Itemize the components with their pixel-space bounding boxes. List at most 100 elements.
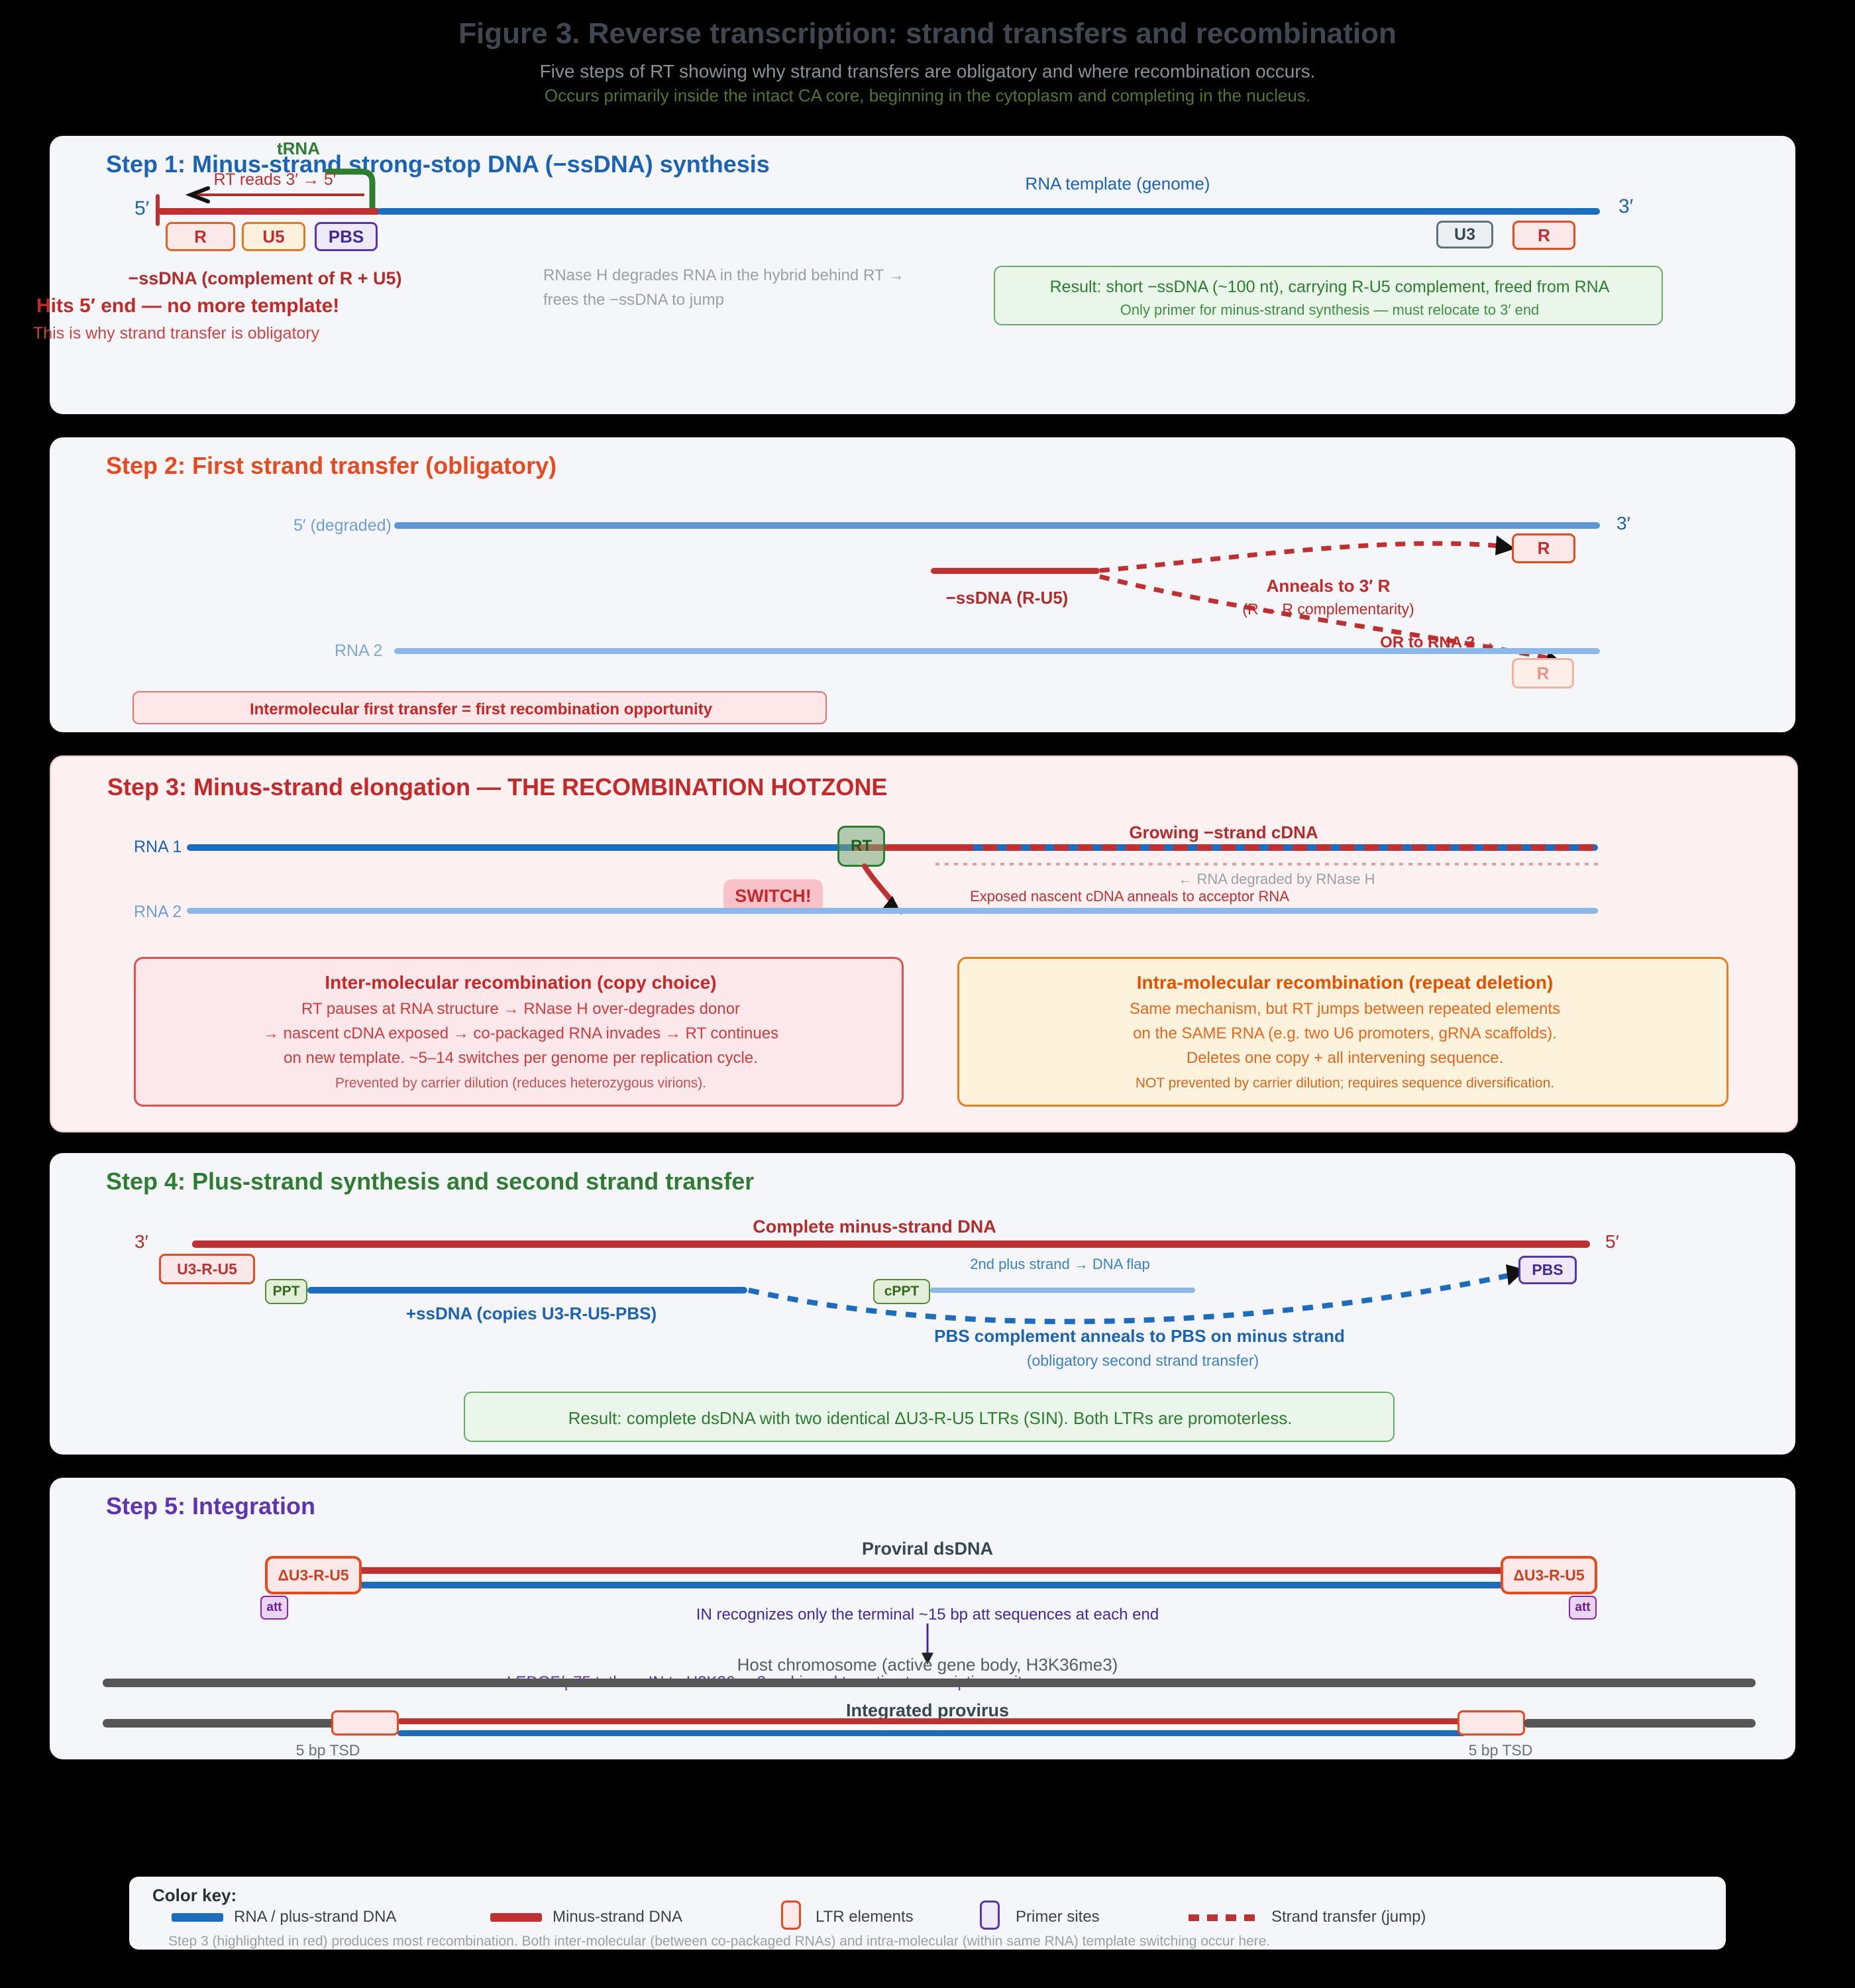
legend-swatch-primer [980,1901,1000,1930]
three-prime-label: 3′ [1618,195,1634,217]
step2-title: Step 2: First strand transfer (obligator… [106,452,557,479]
proviral-label: Proviral dsDNA [861,1539,994,1559]
inter-line1: RT pauses at RNA structure → RNase H ove… [301,1000,741,1018]
ltr-box-right: ΔU3-R-U5 [1501,1556,1597,1594]
rna2-line [394,648,1600,654]
panel-step3: Step 3: Minus-strand elongation — THE RE… [50,755,1798,1132]
ssdna-complement-label: −ssDNA (complement of R + U5) [128,268,402,288]
step4-result-text: Result: complete dsDNA with two identica… [568,1408,1293,1428]
anneals-label: Anneals to 3′ R [1266,576,1391,596]
ssdna-ru5-label: −ssDNA (R-U5) [945,588,1069,608]
rna-template-line [378,208,1600,215]
panel-step2: Step 2: First strand transfer (obligator… [50,437,1795,732]
tsd-label-right: 5 bp TSD [1468,1741,1533,1759]
step4-five-prime: 5′ [1605,1231,1619,1252]
u3ru5-box: U3-R-U5 [159,1254,255,1284]
trna-primer-curve [325,168,376,215]
ssdna-fragment-line [931,568,1100,574]
step4-title: Step 4: Plus-strand synthesis and second… [106,1168,755,1195]
pbs-box-step4: PBS [1518,1256,1577,1284]
inter-molecular-box: Inter-molecular recombination (copy choi… [134,957,904,1107]
legend-label-ltr: LTR elements [816,1908,914,1926]
host-chromosome-line [103,1679,1756,1687]
dna-flap-line [930,1288,1195,1293]
obligatory-label: (obligatory second strand transfer) [1026,1352,1259,1369]
legend-label-primer: Primer sites [1016,1908,1100,1926]
panel-step5: Step 5: Integration Proviral dsDNA ΔU3-R… [50,1478,1795,1759]
rnaseh-note-line2: frees the −ssDNA to jump [543,291,724,309]
integration-down-arrow [922,1624,933,1665]
tsd-box-right [1458,1710,1525,1736]
jump1-arrowhead [1495,535,1515,555]
rt-direction-arrow [185,186,364,203]
trna-label: tRNA [277,138,320,158]
host-right-line [1524,1719,1756,1728]
intra-molecular-box: Intra-molecular recombination (repeat de… [957,957,1728,1107]
acceptor-r-box: R [1512,533,1575,563]
panel-step4: Step 4: Plus-strand synthesis and second… [50,1153,1795,1455]
step2-three-prime: 3′ [1616,513,1630,533]
pbs-anneal-label: PBS complement anneals to PBS on minus s… [934,1326,1345,1346]
in-recognizes-label: IN recognizes only the terminal ~15 bp a… [696,1606,1159,1624]
degraded-rna-dotted-line [935,863,1598,865]
growing-cdna-label: Growing −strand cDNA [1129,822,1318,842]
inter-title: Inter-molecular recombination (copy choi… [325,972,717,993]
color-key-heading: Color key: [152,1885,237,1905]
rna-template-label: RNA template (genome) [1025,174,1210,193]
complete-minus-label: Complete minus-strand DNA [753,1217,996,1237]
intra-line2: on the SAME RNA (e.g. two U6 promoters, … [1133,1024,1557,1042]
ppt-box: PPT [265,1279,307,1304]
provirus-blue-line [398,1730,1465,1736]
figure-title: Figure 3. Reverse transcription: strand … [458,17,1397,50]
minus-ssdna-line [157,208,381,215]
step1-result-line1: Result: short −ssDNA (~100 nt), carrying… [1049,278,1610,296]
step4-result-box: Result: complete dsDNA with two identica… [464,1392,1395,1442]
step1-result-line2: Only primer for minus-strand synthesis —… [1120,302,1540,318]
rna1-degraded-line [394,522,1600,529]
flap-label: 2nd plus strand → DNA flap [970,1256,1150,1272]
tsd-box-left [331,1710,399,1736]
inter-line2: → nascent cDNA exposed → co-packaged RNA… [262,1024,779,1042]
u3-box: U3 [1436,221,1493,248]
inter-line3: on new template. ~5–14 switches per geno… [284,1049,758,1067]
intra-line1: Same mechanism, but RT jumps between rep… [1129,1000,1561,1018]
step2-note-box: Intermolecular first transfer = first re… [132,691,827,724]
att-box-left: att [260,1596,288,1620]
rt-reads-label: RT reads 3′ → 5′ [213,170,337,189]
legend-footnote: Step 3 (highlighted in red) produces mos… [168,1934,1271,1949]
rnaseh-degraded-label: ← RNA degraded by RNase H [1178,871,1375,887]
u5-box: U5 [242,222,305,251]
color-key-panel: Color key: RNA / plus-strand DNA Minus-s… [129,1877,1726,1950]
intra-line3: Deletes one copy + all intervening seque… [1186,1049,1504,1067]
legend-swatch-rna [172,1913,223,1922]
five-prime-label: 5′ [134,197,150,219]
step2-note-text: Intermolecular first transfer = first re… [249,700,713,718]
tsd-label-left: 5 bp TSD [295,1741,360,1759]
host-left-line [103,1719,346,1728]
intra-title: Intra-molecular recombination (repeat de… [1136,972,1554,993]
hits-end-warning: Hits 5′ end — no more template! [36,295,340,317]
down-arrowhead [922,1653,933,1665]
complementarity-label: (R ↔ R complementarity) [1242,600,1414,618]
nascent-cdna-dashed [959,844,1598,851]
figure-subtitle-2: Occurs primarily inside the intact CA co… [544,85,1311,105]
step1-title: Step 1: Minus-strand strong-stop DNA (−s… [106,150,770,178]
rna2-label-step3: RNA 2 [134,903,182,921]
host-chromosome-label: Host chromosome (active gene body, H3K36… [737,1655,1118,1675]
att-box-right: att [1569,1596,1597,1620]
switch-badge: SWITCH! [723,879,823,912]
pbs-box: PBS [315,222,378,251]
legend-swatch-minus [490,1913,542,1922]
exposed-cdna-label: Exposed nascent cDNA anneals to acceptor… [970,888,1289,905]
proviral-red-line [325,1567,1544,1574]
nascent-cdna-solid [853,844,959,851]
integrated-provirus-label: Integrated provirus [845,1700,1010,1720]
degraded-label: 5′ (degraded) [293,516,392,535]
rt-enzyme-box: RT [837,826,885,867]
panel-step1: Step 1: Minus-strand strong-stop DNA (−s… [33,136,1795,414]
legend-label-minus: Minus-strand DNA [553,1908,683,1926]
psdna-label: +ssDNA (copies U3-R-U5-PBS) [405,1303,657,1323]
step3-title: Step 3: Minus-strand elongation — THE RE… [107,773,888,801]
rna2-label: RNA 2 [335,641,383,660]
